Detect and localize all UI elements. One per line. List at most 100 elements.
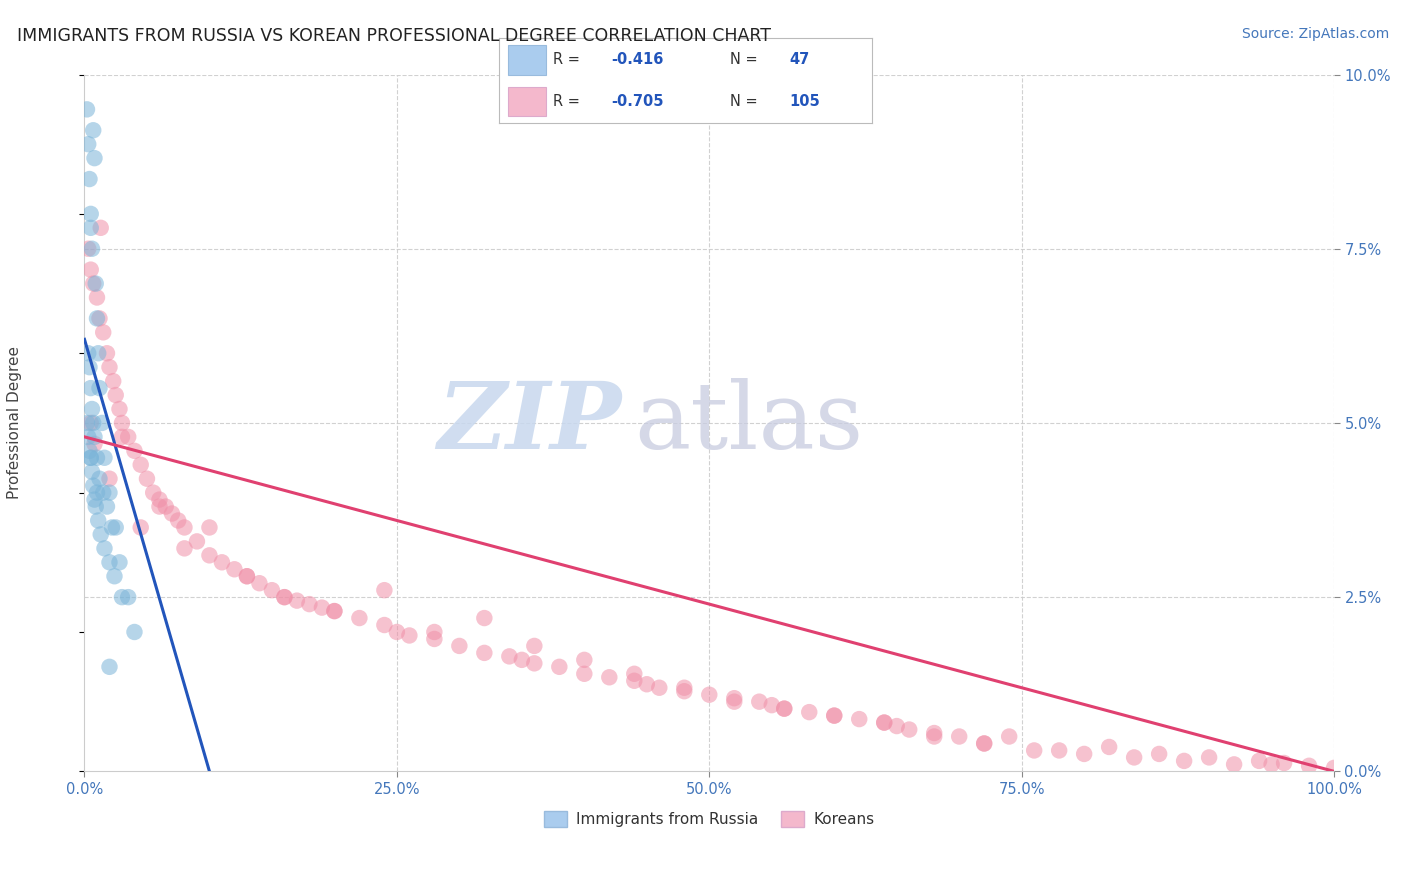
Point [697, 688, 720, 702]
Text: atlas: atlas [634, 378, 863, 468]
Point [86, 311, 108, 326]
Point [117, 590, 139, 604]
Point [79, 360, 101, 375]
Point [80, 381, 103, 395]
Point [76, 416, 98, 430]
Text: Source: ZipAtlas.com: Source: ZipAtlas.com [1241, 27, 1389, 41]
Point [799, 705, 821, 719]
Point [1249, 754, 1271, 768]
Point [211, 555, 233, 569]
Point [82, 123, 104, 137]
Point [1272, 756, 1295, 770]
Point [1024, 743, 1046, 757]
Point [498, 649, 520, 664]
Point [1223, 757, 1246, 772]
Point [598, 670, 620, 684]
Text: N =: N = [730, 53, 758, 68]
Point [79, 443, 101, 458]
Point [648, 681, 671, 695]
Point [80, 207, 103, 221]
Point [98, 360, 121, 375]
Point [323, 604, 346, 618]
Point [83, 437, 105, 451]
Point [80, 416, 103, 430]
Point [773, 701, 796, 715]
Point [98, 660, 121, 674]
Point [548, 660, 571, 674]
Point [673, 681, 696, 695]
Point [1298, 758, 1320, 772]
Point [103, 374, 125, 388]
Text: ZIP: ZIP [437, 378, 621, 468]
Point [84, 277, 107, 291]
Point [87, 346, 110, 360]
Point [129, 520, 152, 534]
Point [167, 514, 190, 528]
Point [1073, 747, 1095, 761]
Point [236, 569, 259, 583]
Point [89, 311, 111, 326]
Point [90, 527, 112, 541]
Point [761, 698, 783, 713]
Point [574, 653, 596, 667]
Point [323, 604, 346, 618]
Point [574, 666, 596, 681]
Y-axis label: Professional Degree: Professional Degree [7, 346, 22, 500]
Point [90, 220, 112, 235]
Point [723, 691, 745, 706]
Point [1123, 750, 1146, 764]
Point [523, 657, 546, 671]
Point [873, 715, 896, 730]
Point [398, 628, 420, 642]
Point [103, 569, 125, 583]
Text: R =: R = [553, 94, 581, 109]
Point [1147, 747, 1170, 761]
Point [173, 520, 195, 534]
Point [136, 472, 159, 486]
Point [311, 600, 333, 615]
Point [423, 625, 446, 640]
Point [108, 555, 131, 569]
Point [898, 723, 921, 737]
Point [523, 639, 546, 653]
Text: 105: 105 [790, 94, 821, 109]
Point [373, 583, 395, 598]
Point [748, 695, 770, 709]
Point [91, 326, 114, 340]
Point [93, 450, 115, 465]
Point [973, 736, 995, 750]
Point [76, 103, 98, 117]
Point [96, 346, 118, 360]
Bar [509, 45, 546, 75]
Point [117, 430, 139, 444]
Point [773, 701, 796, 715]
Point [77, 346, 100, 360]
Point [80, 450, 103, 465]
Point [148, 492, 170, 507]
Point [636, 677, 658, 691]
Point [298, 597, 321, 611]
Point [98, 485, 121, 500]
Point [886, 719, 908, 733]
Point [80, 220, 103, 235]
Point [84, 500, 107, 514]
Point [472, 611, 495, 625]
Point [89, 472, 111, 486]
Point [236, 569, 259, 583]
Point [77, 430, 100, 444]
Text: N =: N = [730, 94, 758, 109]
Point [1323, 761, 1346, 775]
Text: -0.416: -0.416 [612, 53, 664, 68]
Point [173, 541, 195, 556]
Point [260, 583, 283, 598]
Point [82, 416, 104, 430]
Point [104, 520, 127, 534]
Bar [509, 87, 546, 116]
Point [472, 646, 495, 660]
Point [285, 593, 308, 607]
Point [93, 541, 115, 556]
Point [1260, 757, 1282, 772]
Point [1198, 750, 1220, 764]
Point [82, 478, 104, 492]
Point [83, 492, 105, 507]
